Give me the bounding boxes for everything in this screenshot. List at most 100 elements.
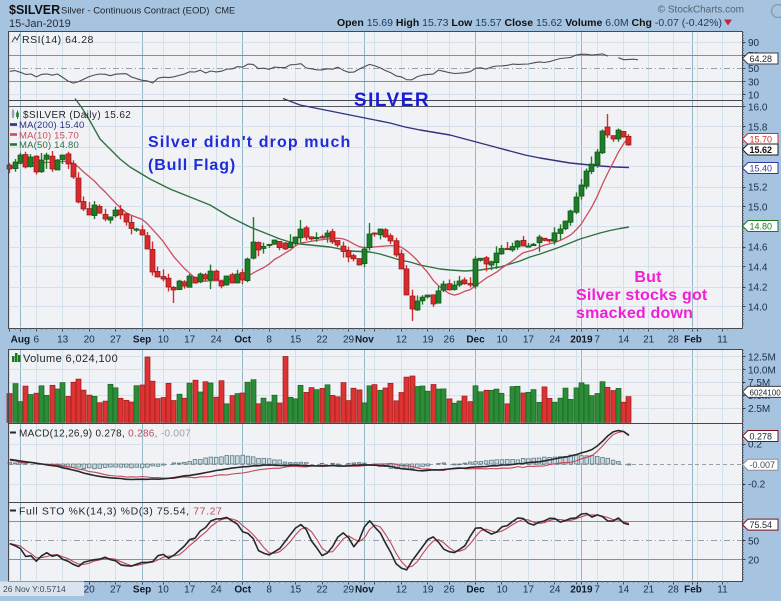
- svg-text:15.2: 15.2: [748, 183, 768, 194]
- svg-text:Volume 6,024,100: Volume 6,024,100: [23, 353, 118, 365]
- svg-text:10: 10: [496, 335, 508, 346]
- svg-text:24: 24: [549, 585, 561, 596]
- svg-text:Sep: Sep: [133, 585, 151, 596]
- svg-text:50: 50: [748, 64, 760, 75]
- svg-text:11: 11: [717, 335, 728, 346]
- svg-text:19: 19: [422, 335, 434, 346]
- svg-text:16.0: 16.0: [748, 103, 768, 114]
- svg-text:24: 24: [211, 585, 223, 596]
- svg-text:28: 28: [668, 335, 680, 346]
- svg-text:Feb: Feb: [684, 335, 702, 346]
- svg-text:Open 15.69 High 15.73 Low 15.5: Open 15.69 High 15.73 Low 15.57 Close 15…: [337, 17, 722, 29]
- svg-text:8: 8: [266, 585, 272, 596]
- svg-text:12: 12: [396, 335, 408, 346]
- svg-text:Oct: Oct: [234, 585, 251, 596]
- svg-text:50: 50: [748, 536, 760, 547]
- svg-text:14: 14: [618, 335, 630, 346]
- svg-text:26: 26: [444, 585, 456, 596]
- svg-text:17: 17: [523, 335, 535, 346]
- svg-text:13: 13: [57, 335, 69, 346]
- svg-text:smacked down: smacked down: [576, 305, 693, 322]
- svg-text:10: 10: [496, 585, 508, 596]
- svg-text:26 Nov Y:0.5714: 26 Nov Y:0.5714: [3, 584, 66, 594]
- svg-text:21: 21: [643, 585, 655, 596]
- svg-text:12.5M: 12.5M: [748, 352, 776, 363]
- svg-text:29: 29: [343, 585, 355, 596]
- svg-text:Dec: Dec: [466, 585, 485, 596]
- svg-text:24: 24: [211, 335, 223, 346]
- svg-text:MA(50) 14.80: MA(50) 14.80: [19, 140, 79, 151]
- svg-text:90: 90: [748, 38, 760, 49]
- svg-text:SILVER: SILVER: [354, 90, 430, 111]
- svg-text:Silver stocks got: Silver stocks got: [576, 287, 708, 304]
- svg-text:14.80: 14.80: [750, 221, 773, 231]
- svg-text:MA(200) 15.40: MA(200) 15.40: [19, 120, 84, 131]
- svg-text:27: 27: [110, 335, 122, 346]
- svg-text:Nov: Nov: [355, 585, 374, 596]
- svg-text:20: 20: [84, 585, 96, 596]
- svg-text:15.0: 15.0: [748, 203, 768, 214]
- svg-text:© StockCharts.com: © StockCharts.com: [658, 5, 744, 16]
- svg-text:29: 29: [343, 335, 355, 346]
- svg-text:12: 12: [396, 585, 408, 596]
- svg-text:24: 24: [549, 335, 561, 346]
- svg-text:22: 22: [316, 585, 328, 596]
- svg-text:Oct: Oct: [234, 335, 251, 346]
- svg-text:21: 21: [643, 335, 655, 346]
- svg-text:28: 28: [668, 585, 680, 596]
- svg-text:10: 10: [158, 585, 170, 596]
- svg-text:17: 17: [184, 585, 196, 596]
- svg-text:14.2: 14.2: [748, 283, 768, 294]
- svg-text:14.0: 14.0: [748, 303, 768, 314]
- svg-text:2019: 2019: [570, 585, 593, 596]
- svg-text:10: 10: [158, 335, 170, 346]
- svg-text:15.40: 15.40: [750, 163, 773, 173]
- svg-text:2019: 2019: [570, 335, 593, 346]
- svg-text:30: 30: [748, 77, 760, 88]
- svg-text:Nov: Nov: [355, 335, 374, 346]
- svg-text:Dec: Dec: [466, 335, 485, 346]
- svg-text:Feb: Feb: [684, 585, 702, 596]
- svg-text:64.28: 64.28: [750, 54, 773, 64]
- svg-text:Silver didn't drop much: Silver didn't drop much: [148, 134, 351, 151]
- svg-text:15.8: 15.8: [748, 123, 768, 134]
- svg-text:26: 26: [444, 335, 456, 346]
- svg-text:Silver - Continuous Contract (: Silver - Continuous Contract (EOD): [61, 6, 209, 17]
- svg-text:20: 20: [84, 335, 96, 346]
- svg-text:8: 8: [266, 335, 272, 346]
- svg-text:10.0M: 10.0M: [748, 365, 776, 376]
- svg-text:15: 15: [290, 335, 302, 346]
- svg-text:19: 19: [422, 585, 434, 596]
- svg-text:27: 27: [110, 585, 122, 596]
- svg-text:17: 17: [184, 335, 196, 346]
- svg-text:$SILVER: $SILVER: [9, 3, 60, 17]
- svg-text:11: 11: [717, 585, 728, 596]
- svg-text:-0.2: -0.2: [748, 480, 766, 491]
- svg-text:75.54: 75.54: [750, 520, 773, 530]
- svg-text:17: 17: [523, 585, 535, 596]
- svg-text:-0.007: -0.007: [750, 460, 776, 470]
- svg-text:CME: CME: [215, 6, 235, 16]
- svg-text:15-Jan-2019: 15-Jan-2019: [9, 18, 71, 30]
- svg-text:15: 15: [290, 585, 302, 596]
- svg-text:Sep: Sep: [133, 335, 151, 346]
- svg-text:7: 7: [594, 585, 600, 596]
- svg-text:6: 6: [34, 335, 40, 346]
- svg-text:Full STO %K(14,3) %D(3) 75.54,: Full STO %K(14,3) %D(3) 75.54, 77.27: [19, 506, 223, 518]
- svg-text:(Bull Flag): (Bull Flag): [148, 157, 236, 174]
- svg-text:14.6: 14.6: [748, 243, 768, 254]
- svg-text:10: 10: [748, 90, 760, 101]
- svg-text:14.4: 14.4: [748, 263, 768, 274]
- svg-text:MACD(12,26,9) 0.278, 0.286, -0: MACD(12,26,9) 0.278, 0.286, -0.007: [19, 429, 191, 440]
- svg-text:But: But: [634, 269, 662, 286]
- svg-text:2.5M: 2.5M: [748, 404, 770, 415]
- svg-text:Aug: Aug: [11, 335, 30, 346]
- svg-text:15.62: 15.62: [750, 145, 773, 155]
- svg-text:14: 14: [618, 585, 630, 596]
- svg-text:0.278: 0.278: [750, 431, 773, 441]
- svg-text:RSI(14) 64.28: RSI(14) 64.28: [22, 34, 94, 46]
- svg-text:20: 20: [748, 556, 760, 567]
- svg-text:15.70: 15.70: [750, 134, 773, 144]
- svg-text:22: 22: [316, 335, 328, 346]
- svg-text:6024100: 6024100: [750, 388, 781, 397]
